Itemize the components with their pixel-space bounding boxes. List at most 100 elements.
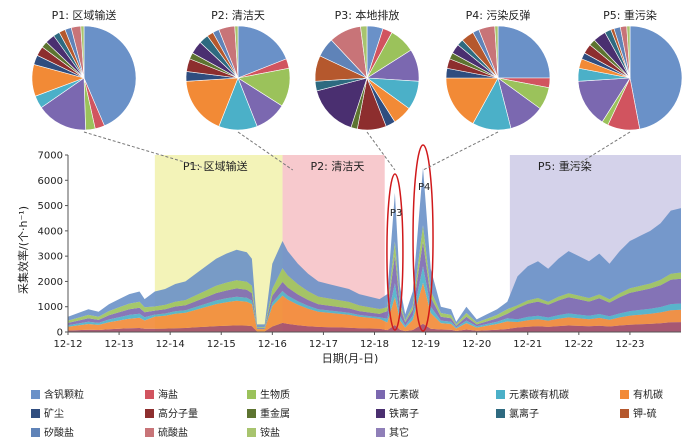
peak-ellipse-1 <box>412 144 434 332</box>
y-tick-label-2: 2000 <box>38 277 63 288</box>
legend-label: 铵盐 <box>260 428 280 439</box>
legend-label: 矿尘 <box>44 409 64 420</box>
legend-swatch <box>145 390 154 399</box>
y-tick-label-3: 3000 <box>38 252 63 263</box>
x-tick-label-2: 12-14 <box>156 339 185 350</box>
area-5 <box>68 167 681 328</box>
legend-label: 矽酸盐 <box>44 428 74 439</box>
x-tick-label-11: 12-23 <box>615 339 644 350</box>
x-tick-label-3: 12-15 <box>207 339 236 350</box>
pie-1-slice-0 <box>237 25 287 79</box>
pie-link-1 <box>237 131 294 171</box>
y-tick-label-0: 0 <box>57 328 63 339</box>
legend-label: 元素碳有机碳 <box>509 390 569 401</box>
legend-item-13: 硫酸盐 <box>145 424 188 439</box>
legend-item-5: 有机碳 <box>620 386 663 401</box>
pie-link-0 <box>83 131 212 171</box>
legend-item-12: 矽酸盐 <box>31 424 74 439</box>
x-tick-label-9: 12-21 <box>513 339 542 350</box>
legend-swatch <box>620 390 629 399</box>
pie-3-slice-5 <box>445 77 499 124</box>
pie-charts: P1: 区域输送 P2: 清洁天 P3: 本地排放 P4: 污染反弹 P5: 重污染 <box>31 8 683 131</box>
x-tick-label-6: 12-18 <box>360 339 389 350</box>
legend-item-8: 重金属 <box>247 405 290 420</box>
pie-0-slice-14 <box>80 25 85 79</box>
stacked-areas <box>68 167 681 332</box>
x-tick-label-8: 12-20 <box>462 339 491 350</box>
legend-item-9: 铁离子 <box>376 405 419 420</box>
legend-label: 硫酸盐 <box>158 428 188 439</box>
legend-swatch <box>31 428 40 437</box>
legend-swatch <box>247 428 256 437</box>
legend-label: 铁离子 <box>389 409 419 420</box>
x-tick-label-1: 12-13 <box>105 339 134 350</box>
pie-link-2 <box>366 131 396 171</box>
pie-0-slice-0 <box>83 25 137 127</box>
legend-swatch <box>376 428 385 437</box>
pie-0-slice-3 <box>40 77 86 131</box>
pie-2-slice-14 <box>360 25 368 79</box>
legend-item-2: 生物质 <box>247 386 290 401</box>
legend-item-1: 海盐 <box>145 386 178 401</box>
period-label-0: P1: 区域输送 <box>183 159 248 173</box>
legend-label: 钾-硫 <box>633 409 657 420</box>
legend-label: 含钒颗粒 <box>44 390 84 401</box>
pie-title-0: P1: 区域输送 <box>52 8 117 22</box>
legend-item-7: 高分子量 <box>145 405 198 420</box>
x-tick-label-0: 12-12 <box>53 339 82 350</box>
peak-ellipse-0 <box>386 173 404 331</box>
legend-label: 其它 <box>389 428 409 439</box>
legend-item-3: 元素碳 <box>376 386 419 401</box>
pie-3-slice-14 <box>494 25 499 79</box>
pie-link-4 <box>568 131 631 171</box>
legend-item-15: 其它 <box>376 424 409 439</box>
pie-title-2: P3: 本地排放 <box>335 8 400 22</box>
chart-svg: P1: 区域输送 P2: 清洁天 P5: 重污染 0 1000 2000 3000 4000… <box>16 8 683 365</box>
pie-link-3 <box>422 131 499 171</box>
pie-title-3: P4: 污染反弹 <box>466 8 531 22</box>
y-tick-label-1: 1000 <box>38 302 63 313</box>
pie-links <box>83 131 631 171</box>
pie-1-slice-5 <box>185 77 239 127</box>
legend-swatch <box>247 409 256 418</box>
legend-swatch <box>376 390 385 399</box>
legend-label: 海盐 <box>158 390 178 401</box>
pie-4-slice-0 <box>629 25 683 130</box>
pie-2-slice-9 <box>316 77 368 128</box>
area-3 <box>68 241 681 329</box>
legend-swatch <box>145 409 154 418</box>
peak-label-0: P3 <box>390 208 402 219</box>
x-axis-label: 日期(月-日) <box>322 352 379 365</box>
area-1 <box>68 282 681 332</box>
legend-swatch <box>496 390 505 399</box>
pie-4-slice-14 <box>626 25 631 79</box>
area-4 <box>68 225 681 328</box>
legend-swatch <box>247 390 256 399</box>
legend-swatch <box>145 428 154 437</box>
y-tick-label-4: 4000 <box>38 226 63 237</box>
x-tick-label-7: 12-19 <box>411 339 440 350</box>
pie-3-slice-0 <box>497 25 551 79</box>
legend-item-14: 铵盐 <box>247 424 280 439</box>
pie-1-slice-14 <box>234 25 239 79</box>
legend-swatch <box>376 409 385 418</box>
y-axis-label: 采集效率/(个·h⁻¹) <box>16 206 30 294</box>
legend-swatch <box>31 409 40 418</box>
y-tick-label-6: 6000 <box>38 176 63 187</box>
x-tick-label-5: 12-17 <box>309 339 338 350</box>
legend: 含钒颗粒 海盐 生物质 元素碳 元素碳有机碳 有机碳矿尘 高分子量 重金属 铁离子 氯离子 钾-硫矽… <box>14 386 684 442</box>
legend-label: 氯离子 <box>509 409 539 420</box>
legend-label: 元素碳 <box>389 390 419 401</box>
legend-item-6: 矿尘 <box>31 405 64 420</box>
y-tick-label-7: 7000 <box>38 151 63 162</box>
pie-title-1: P2: 清洁天 <box>211 9 265 22</box>
legend-label: 重金属 <box>260 409 290 420</box>
legend-swatch <box>620 409 629 418</box>
legend-item-0: 含钒颗粒 <box>31 386 84 401</box>
legend-label: 生物质 <box>260 390 290 401</box>
y-tick-label-5: 5000 <box>38 201 63 212</box>
legend-item-10: 氯离子 <box>496 405 539 420</box>
period-label-2: P5: 重污染 <box>538 159 592 173</box>
peak-markers: P3 P4 <box>386 144 434 332</box>
